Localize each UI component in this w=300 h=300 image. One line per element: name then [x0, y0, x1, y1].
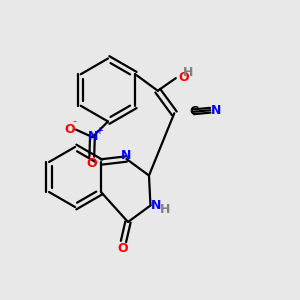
Text: N: N	[88, 130, 98, 143]
Text: -: -	[73, 116, 77, 126]
Text: O: O	[86, 157, 97, 170]
Text: N: N	[211, 104, 221, 117]
Text: H: H	[183, 66, 194, 79]
Text: +: +	[95, 125, 103, 136]
Text: H: H	[160, 202, 171, 216]
Text: N: N	[151, 199, 161, 212]
Text: O: O	[64, 122, 75, 136]
Text: C: C	[189, 105, 198, 118]
Text: O: O	[118, 242, 128, 255]
Text: N: N	[121, 149, 132, 162]
Text: O: O	[178, 71, 189, 84]
